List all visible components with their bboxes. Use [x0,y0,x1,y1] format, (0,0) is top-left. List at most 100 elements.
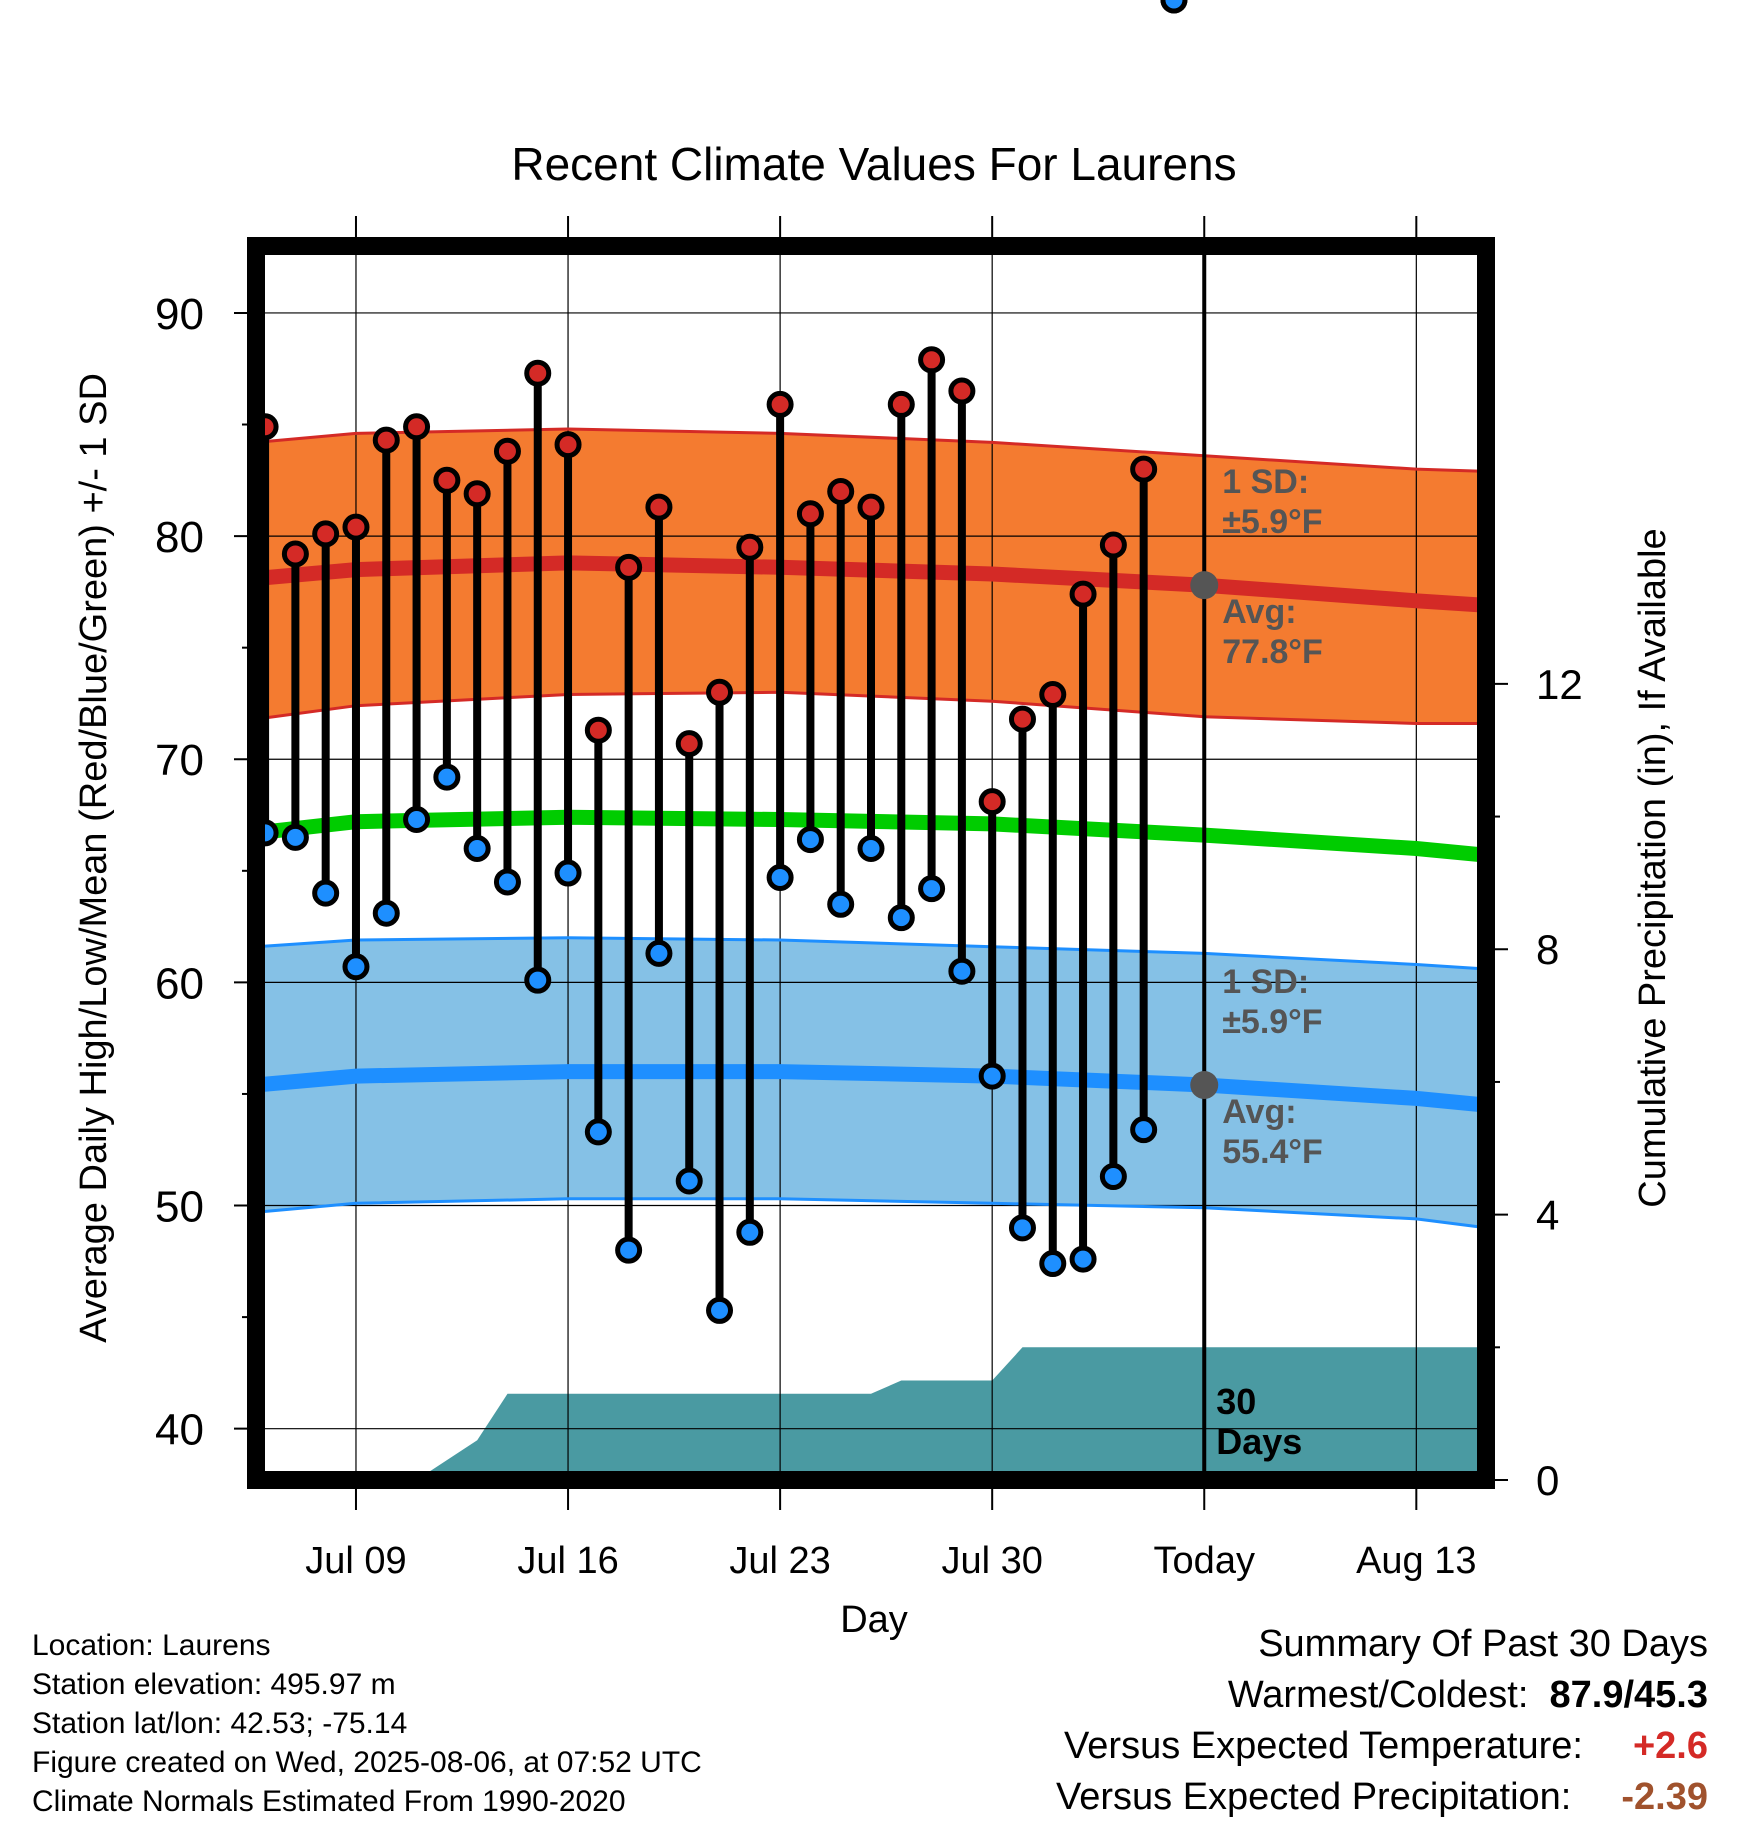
y-axis-label: Average Daily High/Low/Mean (Red/Blue/Gr… [73,373,115,1343]
daily-low-point [706,1296,734,1324]
daily-high-point [827,477,855,505]
low-sd-annotation-line2: ±5.9°F [1222,1003,1322,1041]
daily-high-point [524,359,552,387]
low-upper-line [255,936,1487,971]
info-normals: Climate Normals Estimated From 1990-2020 [32,1785,626,1818]
daily-high-point [766,390,794,418]
y2-tick-label: 4 [1536,1192,1559,1239]
daily-low-point [463,834,491,862]
summary-title-text: Summary Of Past 30 Days [1258,1623,1708,1665]
daily-high-point [584,716,612,744]
daily-low-point [978,1062,1006,1090]
daily-high-point [463,480,491,508]
daily-low-point [1039,1250,1067,1278]
y-tick-label: 50 [155,1183,204,1232]
low-sd-annotation-line1: 1 SD: [1222,963,1309,1001]
x-tick-label: Jul 16 [517,1540,618,1582]
y2-tick-label: 8 [1536,926,1559,973]
info-location: Location: Laurens [32,1629,271,1662]
low-avg-annotation-line1: Avg: [1222,1093,1296,1131]
summary-temp: Versus Expected Temperature: +2.6 [1064,1726,1708,1766]
daily-low-point [524,966,552,994]
daily-high-point [372,426,400,454]
plot-frame [247,237,1495,1489]
summary-precip: Versus Expected Precipitation: -2.39 [1056,1777,1708,1817]
y-tick-label: 40 [155,1406,204,1455]
high-avg-annotation-line1: Avg: [1222,593,1296,631]
daily-high-point [857,493,885,521]
today-low-avg-marker [1190,1071,1219,1100]
summary-warmest-label: Warmest/Coldest: [1227,1674,1529,1716]
daily-low-point [736,1218,764,1246]
low-avg-annotation-line2: 55.4°F [1222,1133,1323,1171]
high-avg-line [255,555,1487,613]
low-sd-band [256,937,1486,1228]
chart-title: Recent Climate Values For Laurens [511,138,1236,190]
summary-warmest: Warmest/Coldest: 87.9/45.3 [1228,1675,1708,1715]
daily-low-point [766,864,794,892]
daily-low-point [312,879,340,907]
info-latlon: Station lat/lon: 42.53; -75.14 [32,1707,408,1740]
daily-low-point [1099,1163,1127,1191]
daily-low-point [493,868,521,896]
info-created: Figure created on Wed, 2025-08-06, at 07… [32,1746,702,1779]
daily-low-point [948,957,976,985]
daily-low-point [403,805,431,833]
daily-low-point [1160,0,1188,14]
daily-high-point [645,493,673,521]
daily-low-point [887,904,915,932]
daily-low-point [281,823,309,851]
y2-tick-label: 12 [1536,661,1583,708]
window-annotation-line1: 30 [1216,1381,1256,1422]
daily-low-point [554,859,582,887]
y2-axis-label: Cumulative Precipitation (in), If Availa… [1632,528,1674,1207]
summary-temp-value: +2.6 [1632,1725,1708,1767]
window-annotation-line2: Days [1216,1421,1302,1462]
info-elevation: Station elevation: 495.97 m [32,1668,396,1701]
summary-title: Summary Of Past 30 Days [1258,1624,1708,1664]
daily-high-point [312,520,340,548]
daily-high-point [493,437,521,465]
daily-low-point [1069,1245,1097,1273]
high-avg-annotation-line2: 77.8°F [1222,633,1323,671]
daily-low-point [645,939,673,967]
high-lower-line [255,690,1486,725]
daily-high-point [736,533,764,561]
summary-warmest-value: 87.9/45.3 [1549,1674,1708,1716]
daily-high-point [1069,580,1097,608]
daily-low-point [827,890,855,918]
x-tick-label: Aug 13 [1356,1540,1476,1582]
daily-high-point [403,413,431,441]
y2-tick-label: 0 [1536,1457,1559,1504]
daily-high-point [887,390,915,418]
daily-high-point [1099,531,1127,559]
daily-high-point [615,553,643,581]
daily-high-point [1039,681,1067,709]
daily-low-point [918,875,946,903]
daily-high-point [978,788,1006,816]
daily-high-point [706,678,734,706]
daily-high-point [342,513,370,541]
x-tick-label: Jul 23 [729,1540,830,1582]
precip-area [256,1347,1486,1480]
low-lower-line [255,1197,1487,1230]
daily-high-point [1008,705,1036,733]
x-axis-label: Day [840,1599,908,1641]
low-avg-line [255,1064,1487,1113]
daily-high-point [433,466,461,494]
x-tick-label: Jul 30 [941,1540,1042,1582]
daily-high-point [796,500,824,528]
daily-low-point [1130,1116,1158,1144]
today-high-avg-marker [1190,571,1219,600]
daily-low-point [675,1167,703,1195]
daily-high-point [554,431,582,459]
y-tick-label: 90 [155,290,204,339]
summary-temp-label: Versus Expected Temperature: [1064,1725,1583,1767]
daily-low-point [1008,1214,1036,1242]
daily-low-point [433,763,461,791]
daily-low-point [372,899,400,927]
summary-precip-value: -2.39 [1621,1776,1708,1818]
y-tick-label: 80 [155,513,204,562]
daily-high-point [918,346,946,374]
